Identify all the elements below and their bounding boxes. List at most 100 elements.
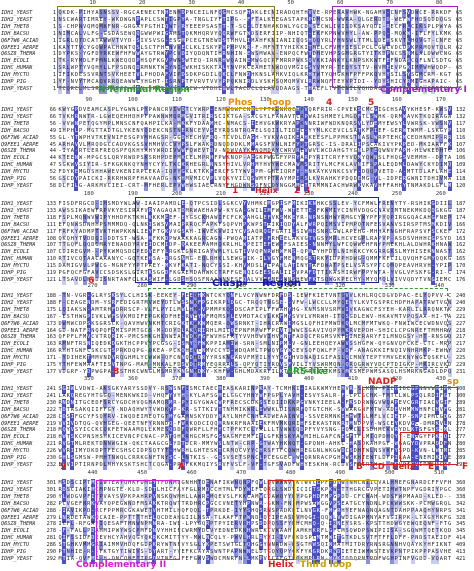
sequence-row: IDH_THET8 1 S - C H P N V Q M Q M K F N R - G R G A Y P G T H I Q W T -… <box>0 22 474 32</box>
ruler-tick: 280 <box>137 283 147 289</box>
residue: V <box>83 23 87 32</box>
residue: A <box>210 23 214 32</box>
residue: R <box>124 9 128 18</box>
residue: W <box>103 36 108 46</box>
residue: N <box>366 9 370 18</box>
residue: S <box>357 22 362 32</box>
residue: F <box>218 16 222 25</box>
residue: - <box>107 16 111 25</box>
residue: G <box>128 16 132 25</box>
ruler-tick: 140 <box>304 97 314 103</box>
sequence-end: 65 <box>456 16 472 25</box>
residue: C <box>193 9 197 18</box>
residue: I <box>168 15 173 25</box>
residue: M <box>394 30 398 39</box>
residue: Y <box>181 15 186 25</box>
residue: N <box>111 22 116 32</box>
ruler-tick: 170 <box>436 97 446 103</box>
sequence-name: IDH_THET8 <box>1 23 41 32</box>
residue: Y <box>103 15 108 25</box>
residue: L <box>206 9 210 18</box>
residue: A <box>136 9 140 18</box>
residue: S <box>254 29 259 39</box>
residue: N <box>333 30 337 39</box>
residue: V <box>336 22 341 32</box>
residue: N <box>58 29 63 39</box>
residue: A <box>95 9 99 18</box>
residue: T <box>222 22 227 32</box>
residue: D <box>374 23 378 32</box>
residue: I <box>275 9 279 18</box>
residue: - <box>386 9 391 18</box>
residue: D <box>349 23 353 32</box>
residue: S <box>206 23 210 32</box>
residue: Q <box>132 30 136 39</box>
residue: K <box>189 30 193 39</box>
residue: I <box>140 37 144 46</box>
residue: S <box>107 30 111 39</box>
residue: M <box>66 29 71 39</box>
residue: F <box>91 30 95 39</box>
residue: L <box>259 9 263 18</box>
residue: W <box>439 22 444 32</box>
residue: R <box>95 16 99 25</box>
residue: E <box>140 9 144 18</box>
ruler-tick: 40 <box>238 0 245 6</box>
residue: E <box>197 9 201 18</box>
ars-like-box <box>148 288 448 368</box>
residue: L <box>288 23 292 32</box>
residue: P <box>329 30 333 39</box>
residue: S <box>135 36 140 46</box>
residue: P <box>78 9 83 18</box>
residue: V <box>144 37 148 46</box>
residue: Y <box>214 16 218 25</box>
sequence-row: IDH2_YEAST 1 N S C W A R T I M R E Y - W K D W G N P A P L C S W T I G… <box>0 15 474 25</box>
residue: H <box>267 23 271 32</box>
residue: C <box>66 23 70 32</box>
residue: N <box>189 9 193 18</box>
residue: A <box>374 9 378 18</box>
sequence-start: 1 <box>42 85 56 94</box>
residue: M <box>316 15 321 25</box>
residue: H <box>349 9 353 18</box>
residue: I <box>226 16 230 25</box>
residue: D <box>120 16 124 25</box>
residue: D <box>304 23 308 32</box>
residue: W <box>124 16 128 25</box>
residue: A <box>169 30 173 39</box>
residue: H <box>164 9 169 18</box>
residue: P <box>144 23 148 32</box>
n-terminal-box <box>57 6 275 88</box>
ruler-tick: 390 <box>260 376 270 382</box>
residue: G <box>366 16 370 25</box>
residue: I <box>202 9 206 18</box>
sequence-start: 1 <box>42 9 56 18</box>
sequence-name: IDHP_YEAST <box>1 182 41 191</box>
residue: R <box>279 9 283 18</box>
residue: T <box>164 15 169 25</box>
residue: E <box>148 9 152 18</box>
residue: W <box>148 30 152 39</box>
residue: I <box>62 30 66 39</box>
residue: E <box>124 30 128 39</box>
residue: R <box>345 15 350 25</box>
sequence-row: IDH_BACSU 1 N I M C A L V L F G - G S D A S E W Q Q G W W P W I G A M S… <box>0 29 474 39</box>
sequence-end: 65 <box>456 23 472 32</box>
residue: E <box>193 23 197 32</box>
residue: T <box>83 16 87 25</box>
ruler-tick: 90 <box>85 97 92 103</box>
residue: W <box>214 37 218 46</box>
residue: F <box>411 16 415 25</box>
residue: Y <box>140 23 144 32</box>
residue: - <box>74 9 78 18</box>
residue: S <box>58 22 63 32</box>
residue: H <box>246 9 251 18</box>
residue: E <box>275 16 279 25</box>
residue: P <box>176 15 181 25</box>
residue: D <box>435 16 439 25</box>
residue: W <box>246 29 251 39</box>
residue: G <box>279 16 283 25</box>
residue: H <box>345 29 350 39</box>
